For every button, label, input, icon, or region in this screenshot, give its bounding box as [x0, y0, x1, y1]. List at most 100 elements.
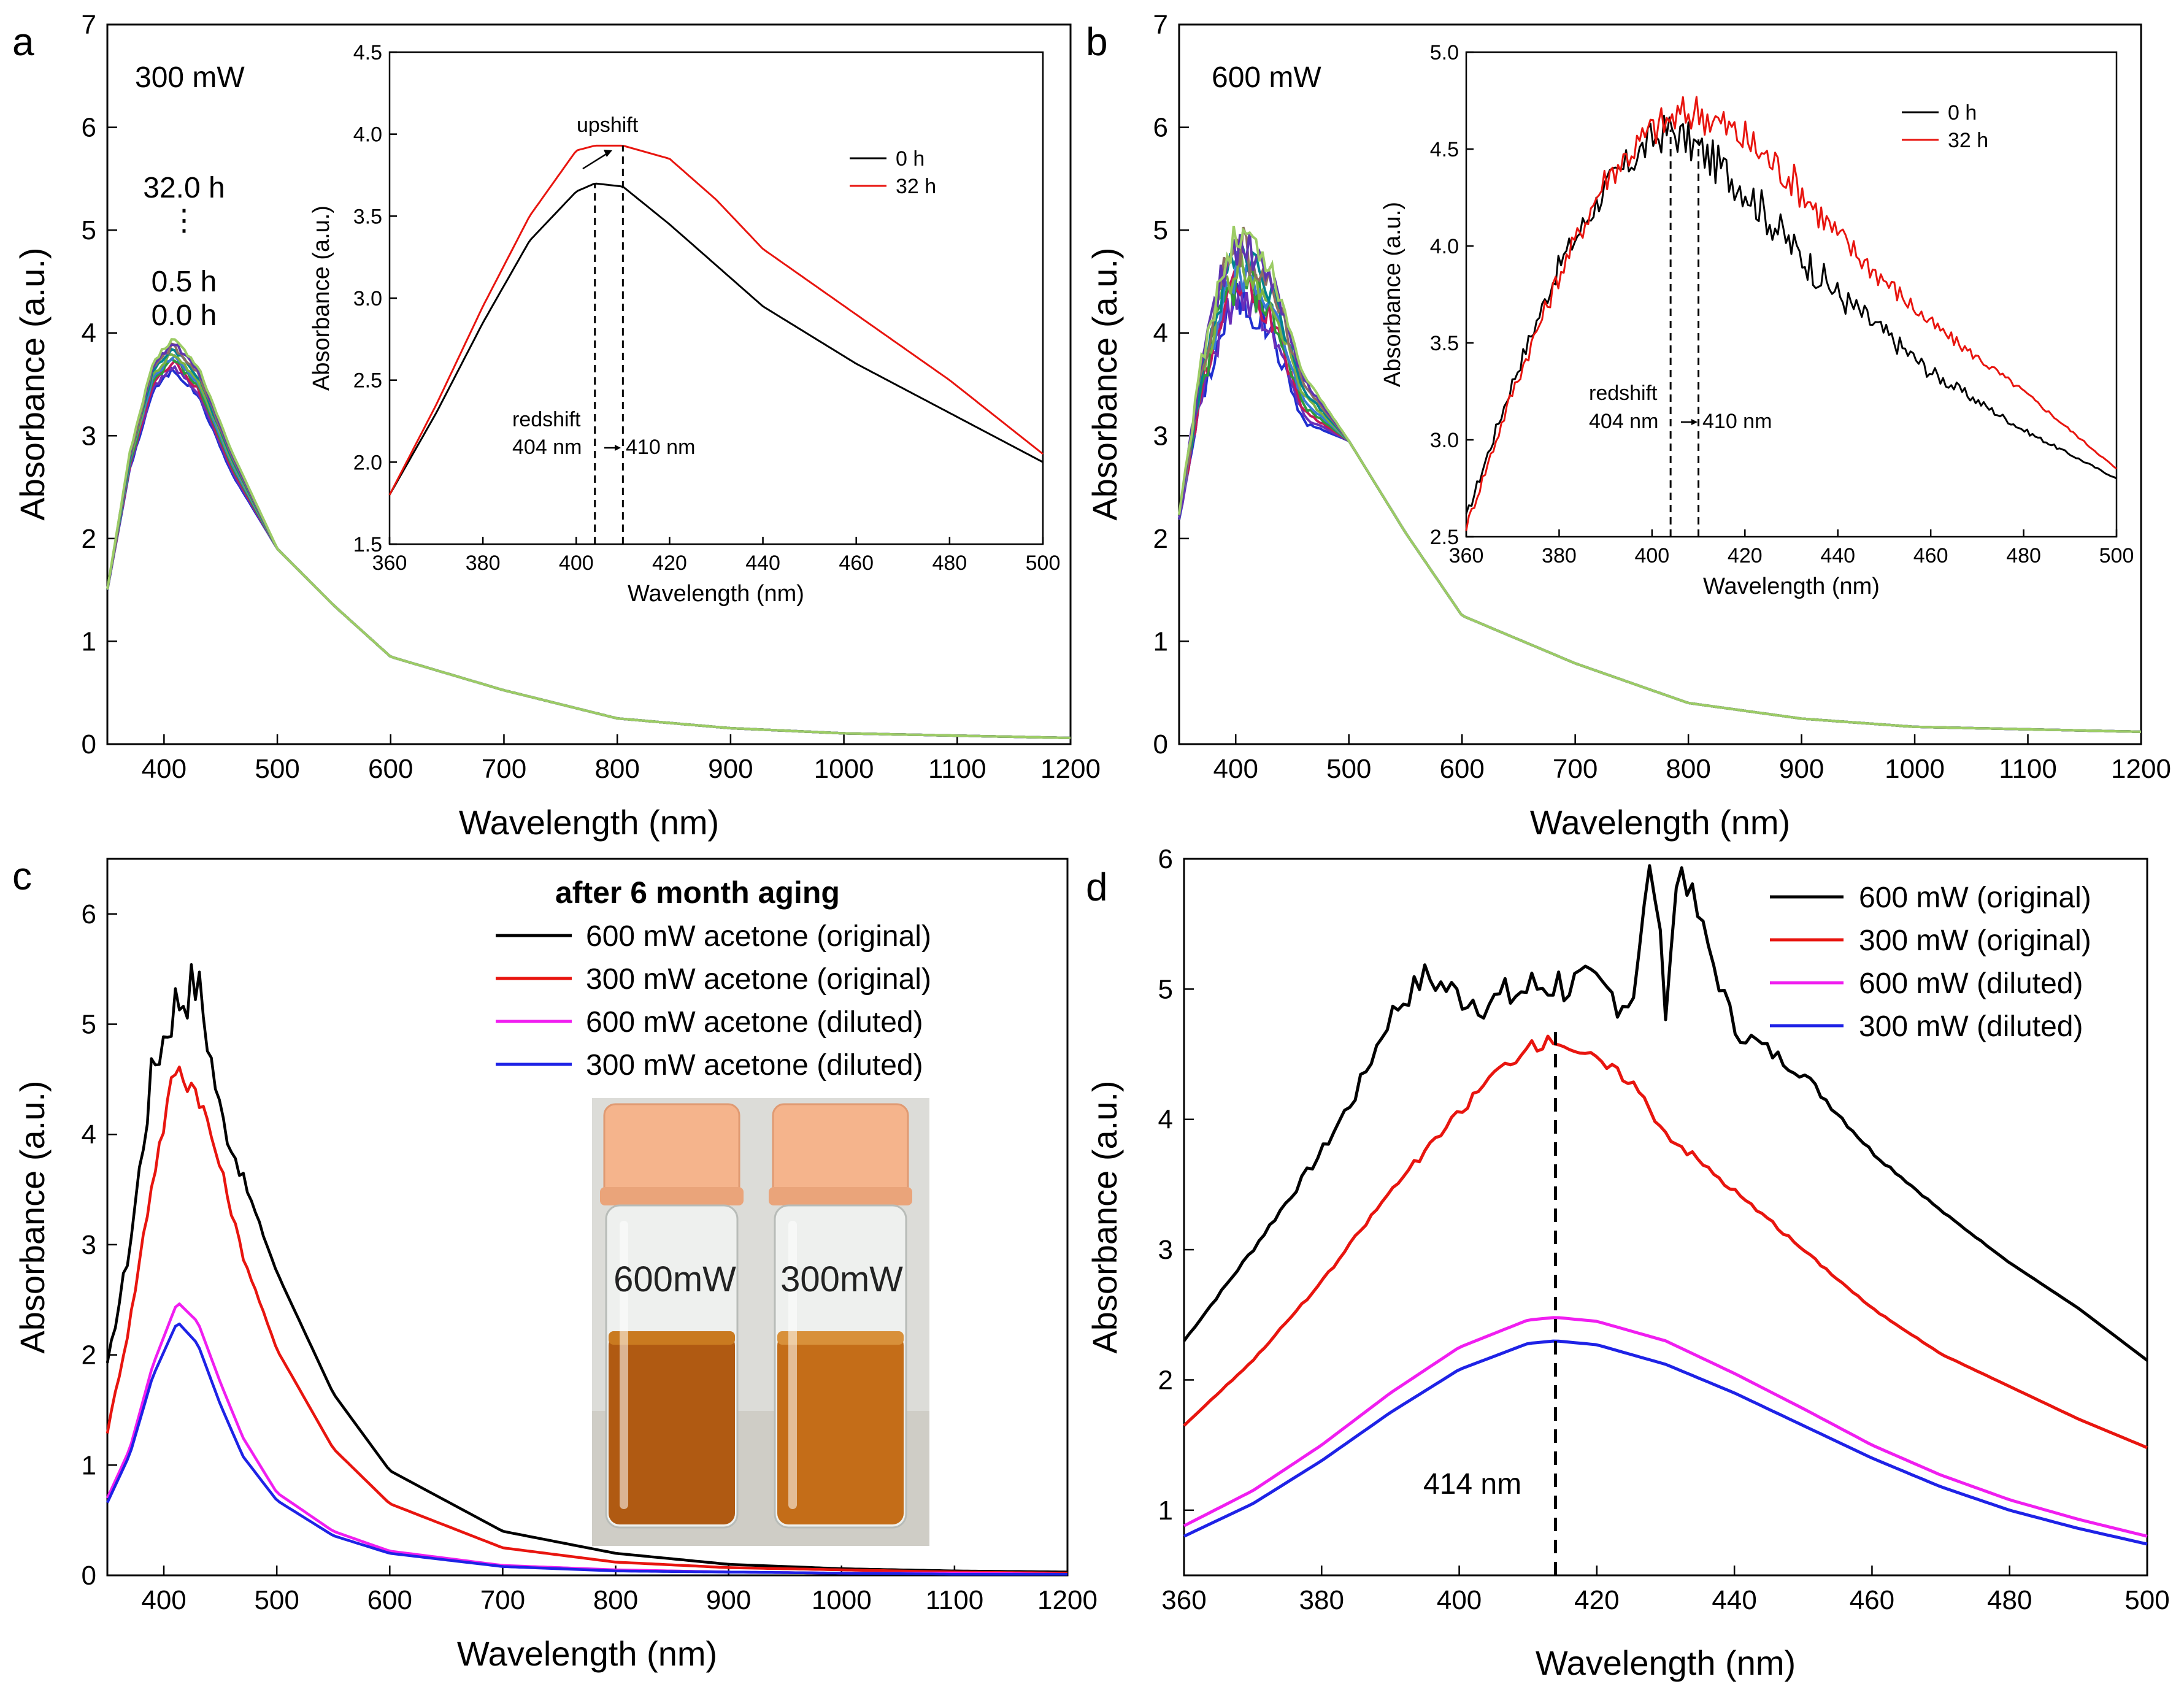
panel-d-ticks: 360 380 400 420 440 460 480 500 1 2 3 4 5 6 [1158, 844, 2170, 1615]
panel-c-y-tick-label-0: 0 [82, 1561, 96, 1591]
panel-b-y-axis-title: Absorbance (a.u.) [1085, 247, 1124, 520]
panel-a-upshift-arrowhead [604, 150, 612, 157]
panel-d-y-axis-title: Absorbance (a.u.) [1085, 1080, 1124, 1353]
panel-d-x-tick-label-6: 480 [1987, 1585, 2032, 1615]
panel-c-legend-item-2: 300 mW acetone (original) [586, 963, 931, 996]
panel-a-time-label-ellipsis: ⋮ [169, 204, 199, 237]
panel-c-legend-item-3: 600 mW acetone (diluted) [586, 1006, 923, 1039]
panel-d-legend-item-2: 300 mW (original) [1859, 924, 2091, 957]
panel-a-time-label-mid: 0.5 h [152, 266, 217, 298]
panel-a-y-tick-label-3: 3 [82, 421, 96, 451]
panel-b-from-wavelength: 404 nm [1589, 410, 1658, 433]
panel-c-legend-title: after 6 month aging [555, 875, 840, 910]
panel-d-x-tick-label-4: 440 [1712, 1585, 1756, 1615]
vial-600mw-liquid [609, 1334, 735, 1524]
panel-a-y-tick-label-1: 1 [82, 626, 96, 656]
panel-a-inset-legend: 0 h 32 h [850, 147, 936, 198]
vial-300mw-cap-rim [769, 1187, 912, 1205]
panel-a-ticks: 400 500 600 700 800 900 1000 1100 1200 0 1 2 3 4 5 6 7 [82, 10, 1101, 784]
panel-a-time-curve-10 [106, 338, 1071, 739]
panel-b-redshift-label: redshift [1589, 382, 1658, 405]
vial-300mw [769, 1103, 912, 1529]
photo-label-300mw: 300mW [780, 1259, 903, 1299]
panel-b-inset-ticks: 360 380 400 420 440 460 480 500 2.5 3.0 3.5 4.0 4.5 5… [1430, 41, 2134, 567]
panel-a-legend-32h: 32 h [896, 175, 936, 198]
panel-d-lines [1182, 864, 2148, 1575]
panel-a-inset-x-tick-label-0: 360 [372, 551, 407, 575]
panel-c-y-tick-label-2: 2 [82, 1340, 96, 1370]
panel-a-upshift-arrow [582, 152, 608, 170]
vial-600mw-reflection [620, 1221, 628, 1509]
panel-a-inset-x-title: Wavelength (nm) [628, 581, 804, 607]
panel-b-x-tick-label-5: 900 [1779, 754, 1824, 784]
panel-c-lines [106, 963, 1068, 1576]
panel-a-y-tick-label-4: 4 [82, 318, 96, 348]
panel-b-x-tick-label-4: 800 [1666, 754, 1710, 784]
panel-c-y-tick-label-1: 1 [82, 1450, 96, 1480]
vial-300mw-meniscus [777, 1331, 904, 1345]
panel-d-x-tick-label-1: 380 [1299, 1585, 1344, 1615]
panel-b-inset-x-tick-label-0: 360 [1449, 544, 1484, 567]
panel-d-y-tick-label-4: 5 [1158, 974, 1173, 1004]
panel-a-inset-x-tick-label-1: 380 [466, 551, 501, 575]
panel-c-x-tick-label-3: 700 [480, 1585, 525, 1615]
panel-d-series-3 [1183, 1316, 2148, 1538]
panel-a-inset-y-title: Absorbance (a.u.) [309, 206, 334, 391]
panel-b-y-tick-label-4: 4 [1153, 318, 1168, 348]
panel-a-to-wavelength: 410 nm [626, 436, 695, 459]
panel-b-axes [1178, 23, 2142, 745]
panel-a-inset-series-1 [388, 182, 1044, 496]
panel-b-inset-lines [1465, 96, 2117, 537]
panel-d-legend-item-1: 600 mW (original) [1859, 882, 2091, 914]
panel-b-inset-x-title: Wavelength (nm) [1703, 574, 1880, 599]
panel-b-x-tick-label-7: 1100 [1999, 754, 2057, 784]
panel-a-inset-y-tick-label-2: 2.5 [353, 369, 382, 393]
panel-b-inset-y-tick-label-0: 2.5 [1430, 526, 1459, 549]
panel-c-x-tick-label-0: 400 [141, 1585, 186, 1615]
panel-a-x-tick-label-2: 600 [368, 754, 413, 784]
panel-a-x-tick-label-6: 1000 [814, 754, 874, 784]
panel-b-inset-x-tick-label-6: 480 [2006, 544, 2041, 567]
panel-a-redshift-arrowhead [615, 445, 621, 451]
panel-c-x-tick-label-2: 600 [367, 1585, 412, 1615]
panel-a-inset-x-tick-label-3: 420 [652, 551, 687, 575]
panel-a-from-wavelength: 404 nm [512, 436, 582, 459]
panel-b-y-tick-label-5: 5 [1153, 215, 1168, 245]
panel-d-series-1 [1182, 864, 2148, 1362]
panel-d-y-tick-label-0: 1 [1158, 1496, 1173, 1526]
panel-b-to-wavelength: 410 nm [1702, 410, 1772, 433]
panel-a-inset-y-tick-label-0: 1.5 [353, 533, 382, 556]
panel-b-y-tick-label-3: 3 [1153, 421, 1168, 451]
panel-a-x-tick-label-0: 400 [142, 754, 186, 784]
panel-c-axes [106, 858, 1069, 1577]
photo-label-600mw: 600mW [613, 1259, 736, 1299]
panel-d-x-tick-label-7: 500 [2124, 1585, 2169, 1615]
panel-a-inset-x-tick-label-5: 460 [839, 551, 874, 575]
panel-a-inset-y-tick-label-6: 4.5 [353, 41, 382, 64]
panel-a-y-tick-label-7: 7 [82, 10, 96, 40]
panel-c-series-2 [106, 1065, 1068, 1575]
panel-a-inset-x-tick-label-2: 400 [559, 551, 594, 575]
vial-600mw-cap-rim [600, 1187, 744, 1205]
panel-a-inset-x-tick-label-6: 480 [932, 551, 967, 575]
panel-b-time-curve-10 [1178, 225, 2142, 733]
panel-b-ticks: 400 500 600 700 800 900 1000 1100 1200 0 1 2 3 4 5 6 7 [1153, 10, 2171, 784]
panel-b-inset-x-tick-label-4: 440 [1820, 544, 1855, 567]
panel-b-x-tick-label-1: 500 [1326, 754, 1371, 784]
panel-b: b 400 500 600 700 800 900 1000 1100 1200 0 1 2 3 4 5 6 7… [1085, 10, 2171, 842]
panel-b-legend-0h: 0 h [1948, 101, 1977, 125]
panel-b-inset-x-tick-label-7: 500 [2099, 544, 2134, 567]
panel-a-inset-series-2 [388, 144, 1044, 496]
panel-b-redshift-arrowhead [1691, 419, 1698, 425]
panel-d-legend-item-3: 600 mW (diluted) [1859, 967, 2083, 1000]
panel-b-inset: 360 380 400 420 440 460 480 500 2.5 3.0 3.5 4.0 4.5 5… [1380, 41, 2134, 599]
panel-d-x-tick-label-2: 400 [1437, 1585, 1482, 1615]
panel-b-letter: b [1086, 20, 1108, 64]
panel-a-inset-y-tick-label-4: 3.5 [353, 205, 382, 228]
panel-a-y-tick-label-5: 5 [82, 215, 96, 245]
panel-a-y-tick-label-0: 0 [82, 729, 96, 759]
panel-c: c 400 500 600 700 800 900 1000 1100 12000123456 … [12, 854, 1098, 1673]
panel-b-inset-x-tick-label-5: 460 [1913, 544, 1948, 567]
panel-a-inset-lines [388, 144, 1044, 544]
